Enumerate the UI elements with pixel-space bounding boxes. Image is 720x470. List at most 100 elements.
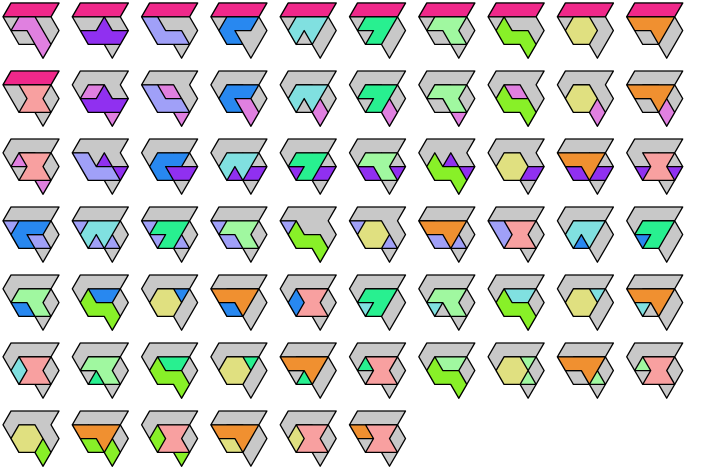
piece-pink [556,2,615,18]
piece-salmon [503,220,537,250]
piece-lavender [71,152,121,182]
piece-lightgreen [426,84,468,114]
piece-khaki [356,220,391,250]
piece-lightgreen [10,288,52,318]
tile-blue-orange [210,274,268,331]
piece-cyan [287,84,329,114]
tile-pink-cyan [279,2,337,59]
tile-pink-salmon [2,70,60,127]
piece-orange [71,424,121,454]
tile-blue-lime [71,274,129,331]
tile-blue-salmon [279,274,337,331]
piece-salmon [295,288,329,318]
piece-lightgreen [426,288,468,318]
tile-blue-khaki [140,274,199,331]
tile-khaki-orange [210,410,268,467]
piece-orange [626,84,676,114]
tile-orchid-blue [210,70,268,127]
piece-orange [556,356,607,386]
piece-orange [279,356,329,386]
tile-cyan-khaki [556,274,615,331]
tile-lightgreen-lime [418,342,476,399]
tile-lightgreen-khaki [487,342,545,399]
tile-violet-lavender [71,138,129,195]
piece-cyan [218,152,260,182]
piece-green [634,220,676,250]
tile-green-lightgreen [71,342,129,399]
piece-orange [626,16,676,46]
tile-lavender-cyan [71,206,129,263]
piece-green [148,220,191,250]
piece-lightgreen [79,356,121,386]
piece-pink [2,70,60,86]
tile-cyan-salmon [2,342,60,399]
piece-orange [210,424,260,454]
piece-lime [495,288,537,331]
tile-cyan-lightgreen [418,274,476,331]
piece-salmon [642,152,676,182]
tile-violet-lightgreen [348,138,407,195]
piece-lavender [140,84,191,114]
tile-lightgreen-salmon [626,342,684,399]
piece-pink [140,2,199,18]
piece-salmon [295,424,329,454]
piece-lime [79,288,121,331]
piece-lavender [140,16,191,46]
tile-green-lime [140,342,199,399]
piece-khaki [564,84,599,114]
piece-blue [10,220,52,250]
piece-pink [418,2,476,18]
piece-blue [218,16,260,46]
tile-orchid-green [348,70,407,127]
piece-khaki [148,288,183,318]
piece-orange [626,288,676,318]
tile-pink-lime [487,2,545,59]
piece-violet [79,16,129,46]
piece-khaki [495,356,529,386]
tile-blue-cyan [556,206,615,263]
piece-pink [279,2,337,18]
piece-pink [348,2,407,18]
piece-green [356,288,399,318]
tile-cyan-green [348,274,407,331]
piece-violet [79,84,129,114]
piece-salmon [18,356,52,386]
piece-khaki [495,152,529,182]
piece-khaki [564,288,599,318]
piece-khaki [218,356,252,386]
piece-salmon [18,84,52,114]
tile-lightgreen-orange [556,342,615,399]
tile-orchid-orange [626,70,684,127]
tile-lavender-green [140,206,199,263]
piece-lime [426,356,468,399]
tile-orchid-lavender [140,70,199,127]
tile-lime-khaki [2,410,60,467]
piece-lightgreen [356,152,399,182]
tile-lavender-blue [2,206,60,263]
tile-lavender-orange [418,206,476,263]
tile-pink-orchid [2,2,60,59]
tile-pink-green [348,2,407,59]
tile-violet-blue [140,138,199,195]
tile-orchid-cyan [279,70,337,127]
piece-orange [210,288,260,318]
piece-lightgreen [218,220,260,250]
piece-orange [418,220,468,250]
tile-violet-salmon [626,138,684,195]
tile-orchid-khaki [556,70,615,127]
piece-orchid [10,16,52,59]
piece-khaki [564,16,599,46]
tile-violet-green [279,138,337,195]
tile-violet-cyan [210,138,268,195]
piece-khaki [10,424,44,454]
piece-green [287,152,329,182]
piece-pink [626,2,684,18]
piece-pink [2,2,60,18]
piece-lime [495,84,537,127]
tile-pink-violet [71,2,129,59]
tile-lavender-lightgreen [210,206,268,263]
piece-salmon [364,424,399,454]
piece-salmon [642,356,676,386]
piece-lime [495,16,537,59]
tile-violet-khaki [487,138,545,195]
